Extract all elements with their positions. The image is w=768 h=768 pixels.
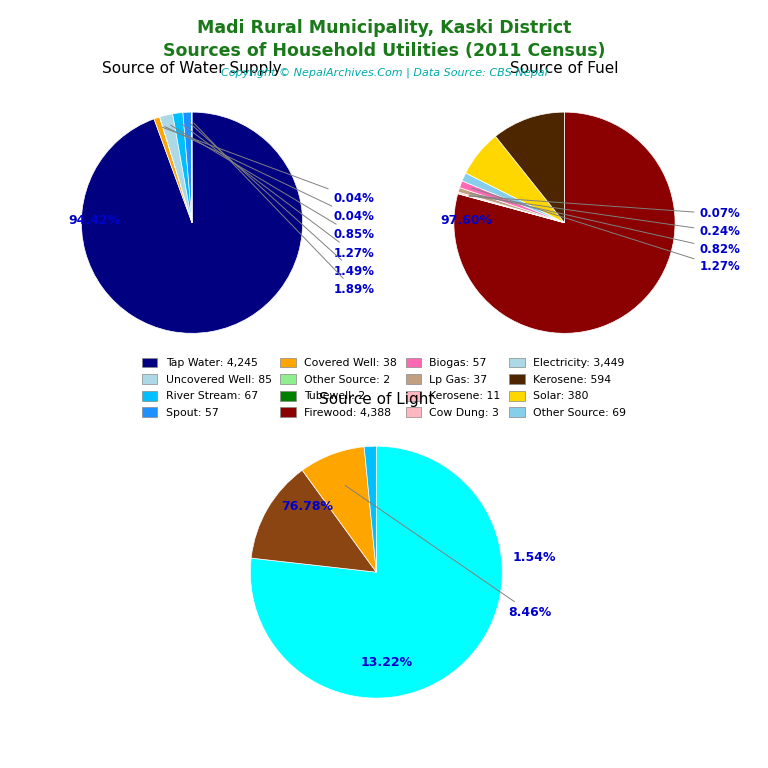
Text: 8.46%: 8.46% [345, 485, 552, 619]
Text: 0.04%: 0.04% [162, 127, 375, 205]
Text: 1.54%: 1.54% [512, 551, 556, 564]
Wedge shape [465, 136, 564, 223]
Text: 1.49%: 1.49% [190, 123, 375, 278]
Text: 0.07%: 0.07% [469, 196, 740, 220]
Text: 1.27%: 1.27% [181, 124, 374, 260]
Wedge shape [458, 192, 564, 223]
Wedge shape [454, 112, 675, 333]
Wedge shape [183, 112, 192, 223]
Text: 97.60%: 97.60% [441, 214, 492, 227]
Wedge shape [160, 117, 192, 223]
Wedge shape [303, 447, 376, 572]
Text: 1.27%: 1.27% [472, 188, 740, 273]
Text: 76.78%: 76.78% [281, 500, 333, 513]
Wedge shape [458, 187, 564, 223]
Wedge shape [160, 114, 192, 223]
Text: 0.85%: 0.85% [170, 125, 375, 241]
Text: Copyright © NepalArchives.Com | Data Source: CBS Nepal: Copyright © NepalArchives.Com | Data Sou… [220, 68, 548, 78]
Wedge shape [173, 112, 192, 223]
Wedge shape [81, 112, 303, 333]
Title: Source of Light: Source of Light [319, 392, 434, 406]
Text: Sources of Household Utilities (2011 Census): Sources of Household Utilities (2011 Cen… [163, 42, 605, 60]
Wedge shape [462, 173, 564, 223]
Text: 13.22%: 13.22% [360, 657, 412, 670]
Text: 1.89%: 1.89% [194, 123, 375, 296]
Title: Source of Fuel: Source of Fuel [510, 61, 619, 76]
Legend: Tap Water: 4,245, Uncovered Well: 85, River Stream: 67, Spout: 57, Covered Well:: Tap Water: 4,245, Uncovered Well: 85, Ri… [142, 358, 626, 418]
Text: 94.42%: 94.42% [68, 214, 121, 227]
Title: Source of Water Supply: Source of Water Supply [102, 61, 282, 76]
Text: 0.24%: 0.24% [469, 196, 740, 238]
Text: 0.82%: 0.82% [470, 193, 740, 256]
Wedge shape [459, 181, 564, 223]
Wedge shape [364, 446, 376, 572]
Text: Madi Rural Municipality, Kaski District: Madi Rural Municipality, Kaski District [197, 19, 571, 37]
Wedge shape [495, 112, 564, 223]
Wedge shape [251, 470, 376, 572]
Wedge shape [250, 446, 502, 698]
Text: 0.04%: 0.04% [165, 127, 375, 223]
Wedge shape [458, 194, 564, 223]
Wedge shape [154, 117, 192, 223]
